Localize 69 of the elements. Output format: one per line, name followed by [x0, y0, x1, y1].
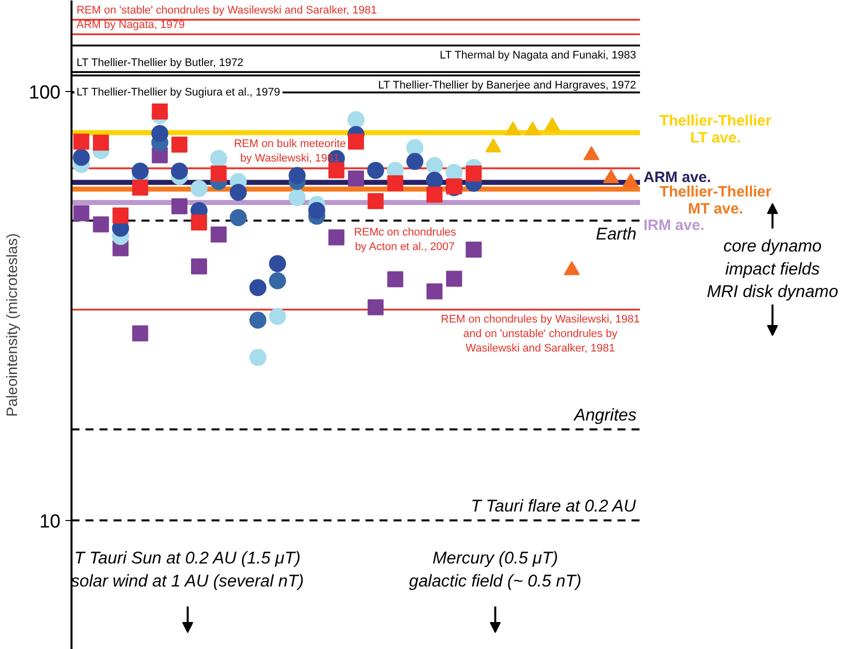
point — [308, 202, 326, 219]
point — [288, 167, 306, 184]
annotation: Mercury (0.5 μT) galactic field (~ 0.5 nT) — [409, 548, 582, 590]
point — [73, 134, 90, 150]
point — [152, 104, 168, 120]
y-tick-label: 100 — [28, 82, 60, 104]
point — [171, 198, 188, 214]
point — [269, 308, 286, 325]
point — [406, 139, 424, 156]
ref-line-label: LT Thermal by Nagata and Funaki, 1983 — [440, 50, 636, 62]
point — [112, 207, 129, 224]
point — [328, 162, 344, 178]
point — [191, 258, 208, 274]
point — [210, 226, 227, 243]
point — [288, 189, 306, 206]
annotation: REMc on chondrules by Acton et al., 2007 — [354, 226, 457, 253]
point — [328, 229, 344, 246]
point — [269, 272, 286, 290]
ref-line-label: ARM by Nagata, 1979 — [76, 19, 185, 32]
ref-line-label: REM on 'stable' chondrules by Wasilewski and Saralker, 1981 — [76, 4, 377, 17]
point — [367, 162, 384, 179]
point — [426, 157, 443, 174]
point — [426, 186, 442, 203]
point — [72, 148, 90, 166]
point — [230, 184, 247, 201]
point — [426, 172, 443, 189]
point — [249, 279, 266, 296]
point — [387, 271, 404, 288]
point — [348, 134, 364, 150]
y-tick-label: 10 — [39, 511, 61, 532]
point — [190, 180, 208, 198]
point — [210, 165, 227, 182]
point — [73, 205, 90, 222]
point — [171, 136, 188, 153]
annotation: T Tauri Sun at 0.2 AU (1.5 μT) solar wind at 1 AU (several nT) — [71, 548, 304, 590]
point — [387, 175, 404, 192]
text: core dynamo impact fields MRI disk dynamo — [706, 236, 838, 302]
point — [426, 283, 442, 300]
point — [249, 348, 266, 366]
point — [348, 111, 364, 128]
ref-line-label: Thellier-Thellier LT ave. — [660, 112, 772, 146]
ref-line-label: LT Thellier-Thellier by Sugiura et al., 1979 — [76, 86, 280, 98]
ref-line-label: Thellier-Thellier MT ave. — [660, 184, 772, 218]
ref-line-label: T Tauri flare at 0.2 AU — [470, 496, 637, 516]
point — [348, 170, 364, 186]
ref-line-label: Earth — [596, 224, 636, 244]
point — [269, 255, 286, 272]
point — [466, 165, 482, 182]
ref-line-label: REM on chondrules by Wasilewski, 1981 and on 'unstable' chondrules by Wasilewski and Saralker, 1981 — [440, 314, 640, 354]
point — [368, 193, 384, 210]
point — [170, 162, 188, 180]
ref-line-label: LT Thellier-Thellier by Banerjee and Hargraves, 1972 — [378, 79, 636, 92]
point — [92, 216, 109, 232]
y-axis-title: Paleointensity (microteslas) — [4, 233, 21, 417]
ref-line-label: ARM ave. — [644, 169, 712, 186]
point — [151, 125, 168, 142]
ref-line-label: IRM ave. — [644, 217, 704, 234]
point — [406, 152, 424, 170]
point — [446, 270, 462, 287]
point — [249, 312, 266, 329]
point — [132, 325, 148, 342]
point — [466, 242, 482, 258]
point — [210, 150, 228, 167]
point — [191, 214, 208, 230]
point — [230, 209, 247, 226]
point — [368, 299, 384, 316]
ref-line-label: LT Thellier-Thellier by Butler, 1972 — [76, 57, 244, 70]
ref-line-label: Angrites — [573, 405, 637, 424]
point — [92, 134, 109, 151]
